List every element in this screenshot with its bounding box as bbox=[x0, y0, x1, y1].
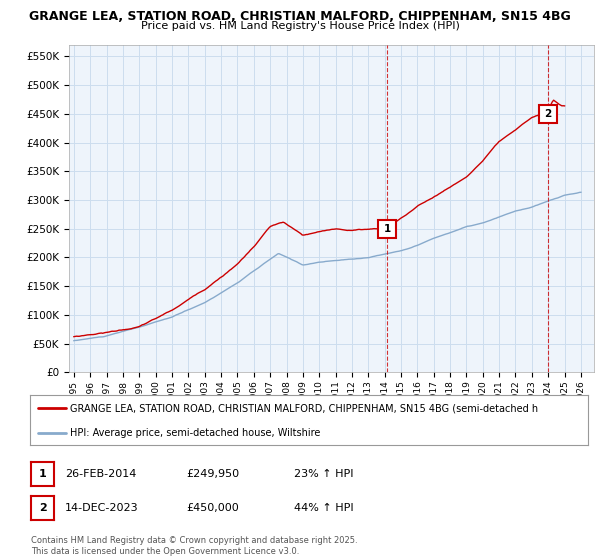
Text: 1: 1 bbox=[383, 224, 391, 234]
Text: 2: 2 bbox=[39, 503, 46, 513]
Text: 1: 1 bbox=[39, 469, 46, 479]
Text: 26-FEB-2014: 26-FEB-2014 bbox=[65, 469, 136, 479]
Text: 44% ↑ HPI: 44% ↑ HPI bbox=[294, 503, 353, 513]
Text: £249,950: £249,950 bbox=[186, 469, 239, 479]
Text: 2: 2 bbox=[544, 109, 551, 119]
Text: 23% ↑ HPI: 23% ↑ HPI bbox=[294, 469, 353, 479]
Text: £450,000: £450,000 bbox=[186, 503, 239, 513]
Text: Contains HM Land Registry data © Crown copyright and database right 2025.
This d: Contains HM Land Registry data © Crown c… bbox=[31, 536, 358, 556]
Text: Price paid vs. HM Land Registry's House Price Index (HPI): Price paid vs. HM Land Registry's House … bbox=[140, 21, 460, 31]
Text: GRANGE LEA, STATION ROAD, CHRISTIAN MALFORD, CHIPPENHAM, SN15 4BG (semi-detached: GRANGE LEA, STATION ROAD, CHRISTIAN MALF… bbox=[70, 403, 538, 413]
Text: 14-DEC-2023: 14-DEC-2023 bbox=[65, 503, 139, 513]
Text: GRANGE LEA, STATION ROAD, CHRISTIAN MALFORD, CHIPPENHAM, SN15 4BG: GRANGE LEA, STATION ROAD, CHRISTIAN MALF… bbox=[29, 10, 571, 22]
Text: HPI: Average price, semi-detached house, Wiltshire: HPI: Average price, semi-detached house,… bbox=[70, 428, 320, 437]
